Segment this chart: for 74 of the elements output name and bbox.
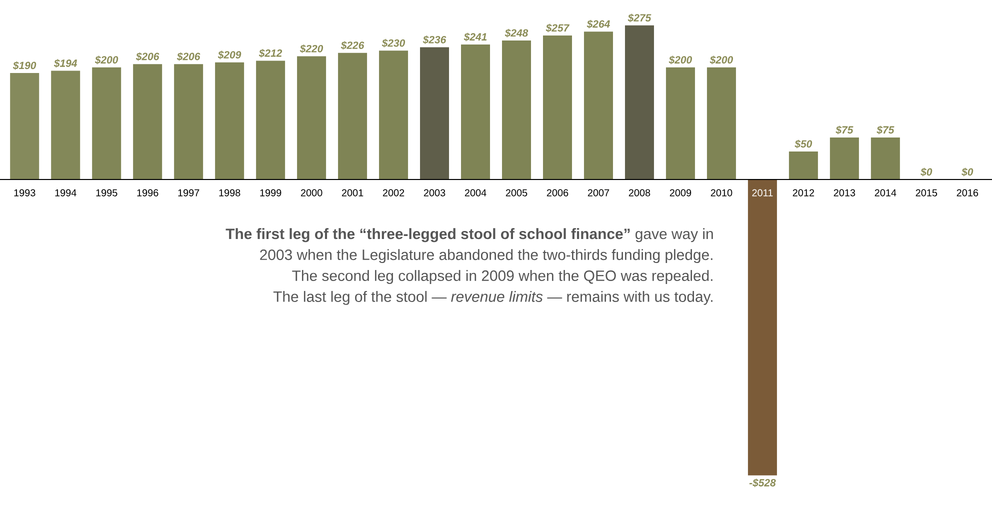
x-tick-label: 1995	[96, 189, 118, 196]
x-tick-label: 2010	[710, 189, 732, 196]
data-label: $200	[668, 56, 692, 64]
x-tick-label: 2008	[628, 189, 650, 196]
data-label: $236	[422, 36, 446, 44]
bar	[338, 52, 368, 180]
x-tick-label: 2003	[424, 189, 446, 196]
bar	[133, 64, 162, 180]
annotation: The first leg of the “three-legged stool of school finance” gave way in	[226, 228, 713, 242]
bar	[502, 40, 532, 180]
data-label: -$528	[749, 478, 776, 488]
x-tick-label: 2005	[506, 189, 528, 196]
data-label: $0	[920, 168, 932, 176]
data-label: $220	[300, 44, 324, 54]
bar	[92, 67, 122, 180]
x-tick-label: 2013	[834, 189, 856, 196]
bar	[174, 64, 204, 180]
bar	[10, 73, 40, 180]
x-tick-label: 2000	[300, 189, 322, 196]
data-label: $75	[836, 126, 854, 134]
x-tick-label: 1996	[137, 189, 158, 196]
bar	[748, 180, 777, 476]
data-label: $226	[340, 41, 364, 50]
x-tick-label: 1994	[55, 189, 76, 196]
data-label: $230	[382, 38, 406, 48]
data-label: $190	[12, 61, 36, 70]
x-tick-label: 2007	[588, 189, 610, 196]
x-tick-label: 2012	[792, 189, 814, 196]
bar	[706, 67, 736, 180]
x-tick-label: 2004	[464, 189, 486, 196]
data-label: $200	[710, 56, 733, 64]
bar	[666, 67, 695, 180]
x-tick-label: 2011	[752, 189, 773, 196]
x-tick-label: 1993	[14, 189, 36, 196]
x-tick-label: 2001	[342, 189, 364, 196]
x-tick-label: 2016	[956, 189, 978, 196]
annotation: The second leg collapsed in 2009 when the QEO was repealed.	[292, 270, 712, 284]
data-label: $206	[176, 52, 200, 61]
bar	[830, 137, 859, 180]
x-tick-label: 2015	[916, 189, 938, 196]
bar	[379, 50, 408, 180]
bar	[256, 60, 286, 180]
data-label: $209	[218, 50, 242, 60]
bar	[51, 70, 80, 180]
data-label: $206	[136, 52, 160, 61]
data-label: $0	[962, 168, 974, 176]
bar	[461, 44, 490, 180]
annotation: 2003 when the Legislature abandoned the two-thirds funding pledge.	[260, 249, 712, 264]
data-label: $50	[794, 140, 812, 148]
bar	[870, 137, 900, 180]
x-tick-label: 2009	[670, 189, 692, 196]
data-label: $200	[94, 56, 118, 64]
x-tick-label: 1999	[260, 189, 282, 196]
x-tick-label: 2014	[874, 189, 896, 196]
data-label: $248	[504, 28, 528, 38]
bar	[297, 56, 326, 180]
bar	[584, 32, 613, 180]
bar	[542, 35, 572, 180]
bar	[215, 62, 244, 180]
data-label: $264	[586, 20, 610, 28]
bar	[788, 151, 818, 180]
annotation: The last leg of the stool — revenue limits — remains with us today.	[273, 290, 712, 305]
data-label: $194	[54, 59, 78, 68]
bar	[624, 25, 654, 180]
x-tick-label: 1998	[219, 189, 240, 196]
data-label: $212	[258, 48, 282, 58]
x-tick-label: 1997	[178, 189, 200, 196]
x-tick-label: 2006	[546, 189, 568, 196]
bar	[420, 47, 450, 180]
data-label: $275	[628, 14, 652, 22]
x-tick-label: 2002	[382, 189, 404, 196]
data-label: $75	[876, 126, 894, 134]
data-label: $257	[546, 24, 570, 32]
data-label: $241	[464, 32, 487, 42]
